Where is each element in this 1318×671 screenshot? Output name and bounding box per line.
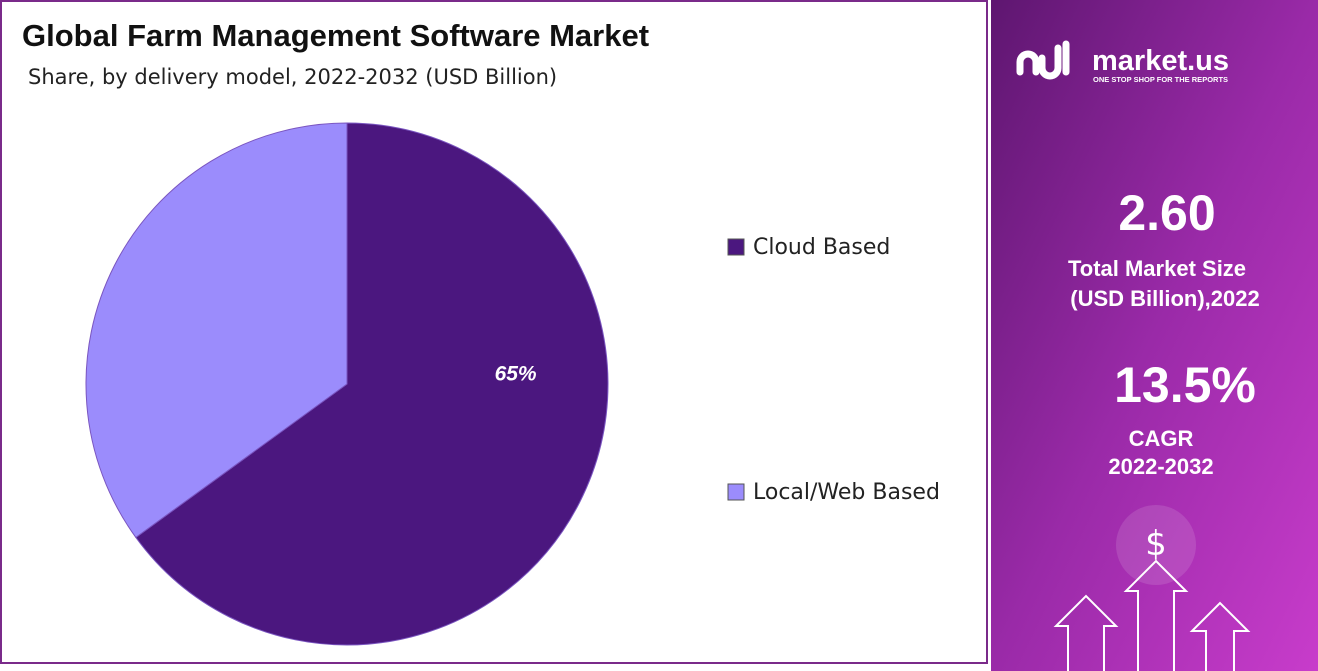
legend-label: Cloud Based	[753, 235, 890, 260]
chart-title: Global Farm Management Software Market	[22, 18, 649, 53]
market-size: 2.60	[1118, 185, 1215, 241]
cagr-label: 2022-2032	[1108, 454, 1213, 479]
logo-icon	[1016, 40, 1070, 80]
side-panel	[991, 0, 1318, 671]
legend-swatch	[727, 483, 745, 501]
legend-swatch	[727, 238, 745, 256]
market-size-label: Total Market Size	[1068, 256, 1246, 281]
dollar-icon: $	[1145, 524, 1167, 564]
cagr-value: 13.5%	[1114, 357, 1256, 413]
market-size-label: (USD Billion),2022	[1070, 286, 1259, 311]
pie-slice	[135, 122, 609, 646]
coin-decor	[1116, 505, 1196, 585]
arrows-decor	[1053, 559, 1251, 671]
legend-label: Local/Web Based	[753, 480, 940, 505]
pie: 65%	[85, 122, 609, 646]
logo-text: market.us	[1092, 45, 1229, 77]
legend: Cloud Based Local/Web Based	[727, 235, 940, 505]
cagr-label: CAGR	[1129, 426, 1194, 451]
value-label: 65%	[495, 363, 537, 386]
pie-slice	[85, 122, 348, 539]
logo-tagline: ONE STOP SHOP FOR THE REPORTS	[1093, 75, 1228, 84]
chart-subtitle: Share, by delivery model, 2022-2032 (USD…	[28, 65, 557, 89]
